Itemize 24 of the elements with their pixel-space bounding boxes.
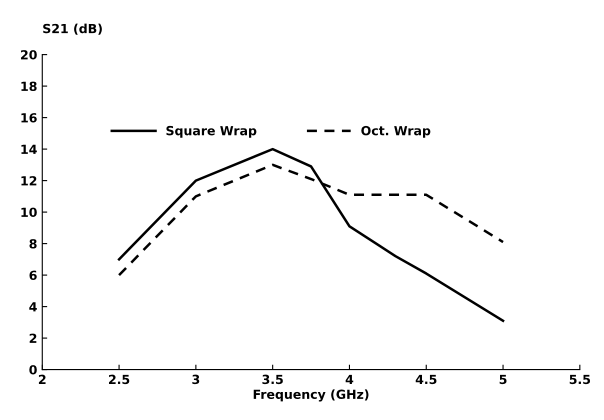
legend-label: Square Wrap — [166, 126, 256, 138]
y-tick-label: 4 — [29, 302, 37, 312]
x-tick-label: 3 — [192, 374, 200, 384]
x-tick-label: 2.5 — [108, 374, 130, 384]
y-tick-label: 12 — [21, 176, 36, 186]
y-tick-label: 18 — [21, 82, 37, 92]
y-tick-label: 0 — [29, 365, 37, 375]
y-tick-label: 16 — [21, 113, 37, 123]
y-tick-label: 10 — [21, 208, 37, 218]
y-tick-label: 8 — [29, 239, 37, 249]
x-axis-title: Frequency (GHz) — [254, 389, 368, 402]
y-axis-title: S21 (dB) — [43, 24, 102, 35]
y-tick-label: 20 — [21, 50, 37, 60]
line-series — [118, 148, 504, 322]
x-tick-label: 5 — [500, 374, 507, 384]
y-tick-label: 14 — [21, 144, 37, 154]
legend-label: Oct. Wrap — [361, 126, 430, 138]
y-tick-label: 6 — [29, 270, 37, 280]
x-tick-label: 2 — [38, 374, 46, 384]
x-tick-label: 4 — [346, 374, 354, 384]
x-tick-label: 5.5 — [570, 374, 590, 384]
x-tick-label: 3.5 — [262, 374, 283, 384]
y-tick-label: 2 — [30, 334, 36, 343]
x-tick-label: 4.5 — [416, 374, 436, 384]
